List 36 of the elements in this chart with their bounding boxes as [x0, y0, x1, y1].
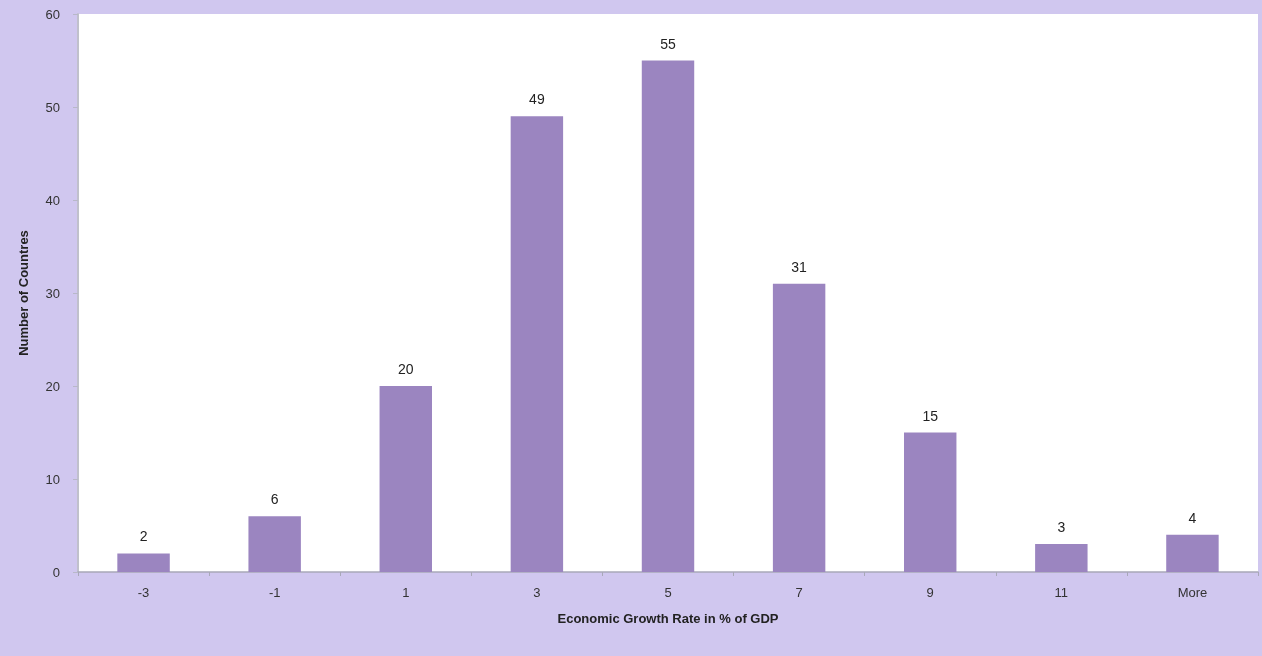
x-tick-label: 5 — [664, 585, 672, 600]
y-tick-label: 50 — [45, 99, 60, 115]
bar — [904, 432, 957, 572]
bar — [1035, 544, 1088, 572]
x-tick-label: 11 — [1054, 585, 1069, 600]
y-tick-label: 30 — [45, 285, 60, 301]
data-label: 49 — [529, 91, 545, 108]
y-tick-label: 0 — [52, 564, 60, 580]
bar — [248, 516, 301, 572]
y-axis-title: Number of Countres — [16, 230, 31, 356]
bar — [772, 283, 826, 572]
data-label: 55 — [660, 35, 676, 52]
data-label: 6 — [270, 491, 279, 508]
x-axis-title: Economic Growth Rate in % of GDP — [557, 611, 779, 626]
bar — [379, 386, 432, 572]
data-label: 15 — [922, 407, 939, 424]
bar — [641, 60, 695, 572]
y-tick-label: 60 — [45, 6, 60, 22]
x-tick-label: More — [1177, 585, 1208, 600]
bar — [1166, 534, 1219, 572]
data-label: 31 — [791, 258, 808, 275]
y-tick-label: 40 — [45, 192, 60, 208]
bar — [510, 116, 564, 572]
x-tick-label: -3 — [137, 585, 150, 600]
data-label: 4 — [1188, 509, 1197, 526]
x-tick-label: 3 — [533, 585, 541, 600]
data-label: 3 — [1057, 519, 1066, 536]
y-tick-label: 10 — [45, 471, 60, 487]
x-tick-label: 9 — [926, 585, 934, 600]
x-tick-label: 1 — [402, 585, 410, 600]
x-tick-label: 7 — [795, 585, 803, 600]
data-label: 2 — [139, 528, 148, 545]
y-tick-label: 20 — [45, 378, 60, 394]
data-label: 20 — [397, 361, 414, 377]
x-tick-label: -1 — [268, 585, 281, 600]
bar — [117, 553, 170, 572]
